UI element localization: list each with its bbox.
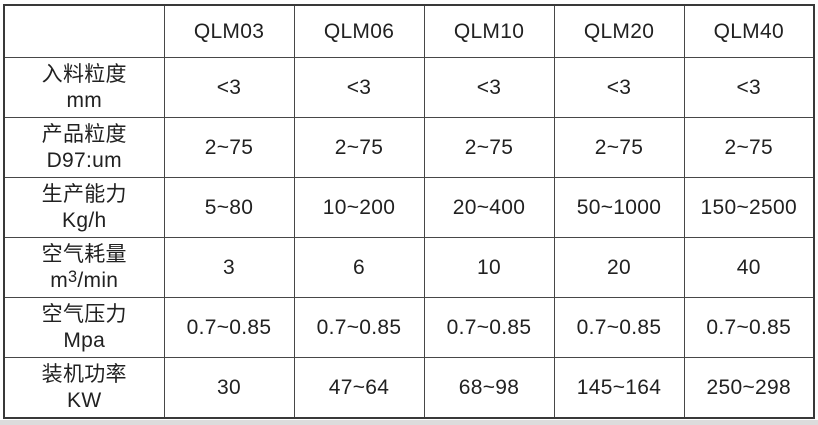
table-row-feed-size: 入料粒度 mm <3 <3 <3 <3 <3	[3, 57, 815, 118]
row-label-text: 空气压力	[41, 303, 127, 327]
spec-cell: <3	[683, 57, 815, 118]
table-row-product-size: 产品粒度 D97:um 2~75 2~75 2~75 2~75 2~75	[3, 117, 815, 178]
row-unit-text: Kg/h	[62, 208, 107, 232]
spec-cell: 2~75	[553, 117, 685, 178]
spec-cell: 250~298	[683, 357, 815, 419]
row-label-text: 产品粒度	[41, 123, 127, 147]
row-label-capacity: 生产能力 Kg/h	[3, 177, 165, 238]
spec-cell: 145~164	[553, 357, 685, 419]
column-header-qlm10: QLM10	[423, 4, 555, 58]
table-row-air-pressure: 空气压力 Mpa 0.7~0.85 0.7~0.85 0.7~0.85 0.7~…	[3, 297, 815, 358]
header-row: QLM03 QLM06 QLM10 QLM20 QLM40	[3, 4, 815, 58]
spec-cell: 30	[163, 357, 295, 419]
corner-cell	[3, 4, 165, 58]
spec-table-header: QLM03 QLM06 QLM10 QLM20 QLM40	[3, 4, 815, 58]
row-label-product-size: 产品粒度 D97:um	[3, 117, 165, 178]
spec-cell: 2~75	[163, 117, 295, 178]
table-row-air-consumption: 空气耗量 m3/min 3 6 10 20 40	[3, 237, 815, 298]
row-label-air-pressure: 空气压力 Mpa	[3, 297, 165, 358]
column-header-qlm06: QLM06	[293, 4, 425, 58]
row-label-installed-power: 装机功率 KW	[3, 357, 165, 419]
spec-cell: 0.7~0.85	[293, 297, 425, 358]
row-label-text: 入料粒度	[41, 63, 127, 87]
spec-cell: <3	[553, 57, 685, 118]
spec-cell: <3	[293, 57, 425, 118]
row-unit-text: m3/min	[50, 267, 119, 292]
spec-cell: 68~98	[423, 357, 555, 419]
spec-cell: 2~75	[423, 117, 555, 178]
spec-cell: 0.7~0.85	[423, 297, 555, 358]
row-label-text: 空气耗量	[41, 243, 127, 267]
spec-cell: 50~1000	[553, 177, 685, 238]
spec-cell: <3	[163, 57, 295, 118]
spec-cell: 20~400	[423, 177, 555, 238]
column-header-qlm03: QLM03	[163, 4, 295, 58]
column-header-qlm40: QLM40	[683, 4, 815, 58]
row-label-text: 生产能力	[41, 183, 127, 207]
spec-cell: <3	[423, 57, 555, 118]
spec-table: QLM03 QLM06 QLM10 QLM20 QLM40 入料粒度 mm <3…	[3, 4, 815, 419]
row-label-air-consumption: 空气耗量 m3/min	[3, 237, 165, 298]
row-label-text: 装机功率	[41, 363, 127, 387]
spec-cell: 10~200	[293, 177, 425, 238]
spec-cell: 0.7~0.85	[683, 297, 815, 358]
spec-cell: 3	[163, 237, 295, 298]
row-unit-text: D97:um	[46, 148, 122, 172]
table-row-capacity: 生产能力 Kg/h 5~80 10~200 20~400 50~1000 150…	[3, 177, 815, 238]
spec-cell: 5~80	[163, 177, 295, 238]
spec-cell: 2~75	[293, 117, 425, 178]
spec-cell: 20	[553, 237, 685, 298]
spec-cell: 0.7~0.85	[163, 297, 295, 358]
row-unit-text: KW	[67, 388, 102, 412]
spec-cell: 6	[293, 237, 425, 298]
spec-cell: 10	[423, 237, 555, 298]
spec-cell: 2~75	[683, 117, 815, 178]
spec-cell: 0.7~0.85	[553, 297, 685, 358]
spec-cell: 40	[683, 237, 815, 298]
row-unit-text: mm	[66, 88, 103, 112]
row-label-feed-size: 入料粒度 mm	[3, 57, 165, 118]
spec-table-body: 入料粒度 mm <3 <3 <3 <3 <3 产品粒度 D97:um 2~75 …	[3, 57, 815, 419]
spec-cell: 150~2500	[683, 177, 815, 238]
photo-edge-strip	[0, 420, 818, 425]
column-header-qlm20: QLM20	[553, 4, 685, 58]
spec-cell: 47~64	[293, 357, 425, 419]
row-unit-text: Mpa	[63, 328, 106, 352]
table-row-installed-power: 装机功率 KW 30 47~64 68~98 145~164 250~298	[3, 357, 815, 419]
